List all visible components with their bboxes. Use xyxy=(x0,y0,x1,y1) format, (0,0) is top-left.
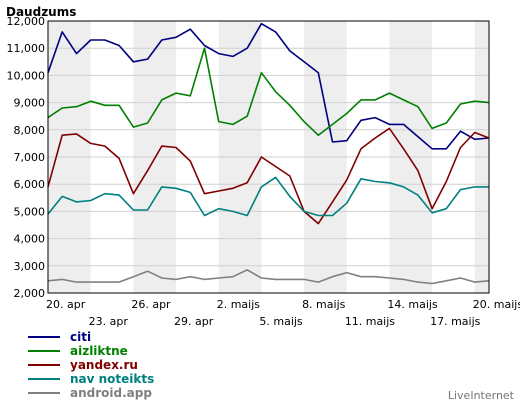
y-tick-label: 5,000 xyxy=(14,205,46,218)
y-tick-label: 11,000 xyxy=(7,42,46,55)
y-tick-label: 8,000 xyxy=(14,124,46,137)
chart-title: Daudzums xyxy=(6,5,76,19)
x-tick-label: 2. maijs xyxy=(217,298,261,311)
series-line-2 xyxy=(47,127,490,225)
x-tick-label: 20. maijs xyxy=(473,298,520,311)
credit-label: LiveInternet xyxy=(448,389,515,402)
x-tick-label: 17. maijs xyxy=(430,315,481,328)
y-tick-label: 6,000 xyxy=(14,178,46,191)
x-tick-label: 20. apr xyxy=(46,298,86,311)
x-tick-label: 5. maijs xyxy=(259,315,303,328)
y-tick-label: 9,000 xyxy=(14,97,46,110)
series-lines xyxy=(47,22,490,285)
legend-label-2: yandex.ru xyxy=(70,358,138,372)
x-tick-label: 11. maijs xyxy=(345,315,396,328)
y-axis-tick-labels: 2,000 3,000 4,000 5,000 6,000 7,000 8,000 9,000… xyxy=(7,15,46,300)
legend-label-4: android.app xyxy=(70,386,152,400)
x-axis-tick-labels: 20. apr 26. apr 2. maijs 8. maijs 14. maijs 2… xyxy=(46,298,520,328)
y-tick-label: 12,000 xyxy=(7,15,46,28)
y-tick-label: 3,000 xyxy=(14,260,46,273)
series-line-3 xyxy=(47,176,489,217)
y-tick-label: 10,000 xyxy=(7,69,46,82)
y-tick-label: 7,000 xyxy=(14,151,46,164)
x-tick-label: 14. maijs xyxy=(387,298,438,311)
x-tick-label: 23. apr xyxy=(89,315,129,328)
x-tick-label: 8. maijs xyxy=(302,298,346,311)
x-tick-label: 29. apr xyxy=(174,315,214,328)
y-tick-label: 2,000 xyxy=(14,287,46,300)
x-tick-label: 26. apr xyxy=(131,298,171,311)
y-tick-label: 4,000 xyxy=(14,233,46,246)
plot-frame xyxy=(47,20,490,294)
legend-label-3: nav noteikts xyxy=(70,372,154,386)
series-line-1 xyxy=(47,47,490,136)
legend-label-0: citi xyxy=(70,330,91,344)
series-line-4 xyxy=(47,269,490,285)
series-line-0 xyxy=(47,22,490,150)
legend-label-1: aizliktne xyxy=(70,344,128,358)
